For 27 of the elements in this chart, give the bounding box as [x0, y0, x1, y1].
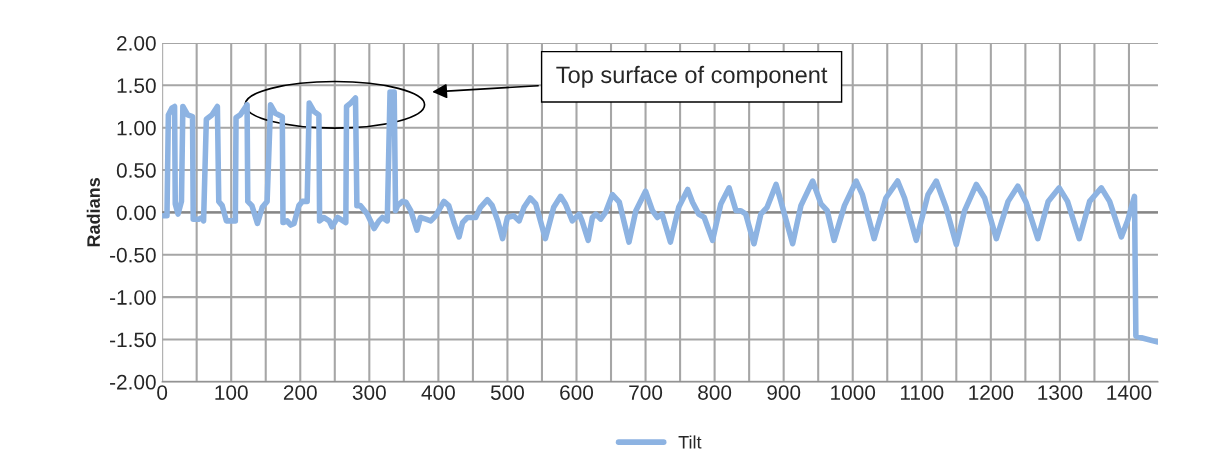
y-axis-title: Radians [86, 178, 100, 247]
y-tick-label: 1.00 [117, 120, 156, 136]
x-tick-label: 500 [490, 385, 524, 400]
x-tick-label: 1200 [969, 385, 1014, 400]
x-tick-label: 400 [421, 385, 455, 400]
x-tick-label: 1300 [1038, 385, 1083, 400]
x-tick-label: 1100 [900, 385, 944, 400]
x-tick-label: 600 [560, 385, 594, 400]
x-tick-label: 0 [157, 385, 168, 400]
x-tick-label: 200 [283, 385, 317, 400]
x-tick-label: 1400 [1107, 385, 1152, 400]
x-tick-label: 900 [767, 385, 801, 400]
y-tick-label: 2.00 [117, 35, 156, 51]
y-tick-label: 0.50 [116, 163, 156, 178]
y-tick-label: -0.50 [110, 247, 156, 263]
y-tick-label: -1.50 [110, 332, 156, 348]
legend-label: Tilt [678, 435, 702, 449]
x-tick-label: 1000 [831, 385, 876, 400]
y-tick-label: 0.00 [116, 205, 156, 221]
y-tick-label: -1.00 [110, 290, 156, 305]
x-tick-label: 300 [352, 385, 386, 400]
y-tick-label: 1.50 [117, 78, 156, 94]
x-tick-label: 700 [629, 385, 663, 400]
annotation: Top surface of component [556, 65, 828, 88]
y-tick-label: -2.00 [110, 374, 156, 390]
x-tick-label: 800 [698, 385, 732, 400]
x-tick-label: 100 [215, 385, 248, 400]
